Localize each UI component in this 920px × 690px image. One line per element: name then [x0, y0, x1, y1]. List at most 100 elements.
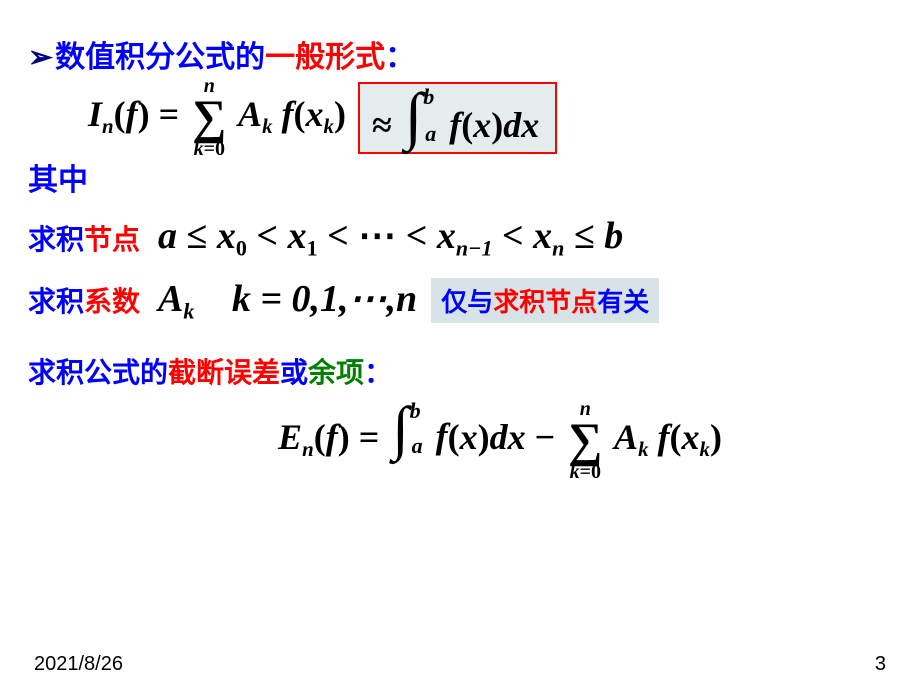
sym-close2: )	[334, 94, 346, 134]
sym-f2: f	[282, 94, 294, 134]
fe-open3: (	[670, 416, 682, 456]
err-colon: ：	[364, 358, 392, 389]
sym-x: x	[306, 94, 324, 134]
nm-s0: 0	[236, 236, 247, 261]
sym-open2: (	[294, 94, 306, 134]
fe-E: E	[278, 416, 302, 456]
footer-page: 3	[875, 653, 886, 676]
nodes-label: 求积节点	[28, 218, 140, 258]
sym-I: I	[88, 94, 102, 134]
fe-close2: )	[478, 416, 490, 456]
fe-sum-icon: ∑	[568, 419, 602, 462]
int-f: f	[449, 105, 461, 145]
sym-k2: k	[324, 114, 334, 138]
heading: ➢数值积分公式的一般形式：	[28, 32, 892, 76]
nm-x0: x	[217, 215, 236, 257]
badge-pre: 仅与	[441, 288, 493, 317]
int-upper: b	[423, 88, 434, 106]
int-sym: ∫	[405, 80, 423, 151]
fe-open2: (	[448, 416, 460, 456]
sym-close: )	[138, 94, 150, 134]
fe-close3: )	[710, 416, 722, 456]
nm-x1: x	[288, 215, 307, 257]
fe-sum-bot-k: k	[570, 461, 580, 483]
nm-b: b	[604, 215, 623, 257]
heading-part1: 数值积分公式的	[55, 41, 265, 74]
integral-expr: ≈ ∫ b a f(x)dx	[372, 90, 539, 146]
err-or: 或	[280, 358, 308, 389]
fe-sum-block: n ∑ k=0	[568, 399, 602, 482]
coeff-label-pre: 求积	[28, 287, 84, 318]
fe-int-sym: ∫	[392, 395, 408, 461]
fe-x2: x	[460, 416, 478, 456]
sum-bot-k: k	[194, 138, 204, 160]
slide-body: ➢数值积分公式的一般形式： In(f) = n ∑ k=0 Ak f(xk) ≈…	[0, 0, 920, 492]
fe-int-a: a	[412, 437, 423, 455]
formula-error: En(f) = ∫ b a f(x)dx − n ∑ k=0 Ak f(xk)	[108, 399, 892, 482]
fe-f1: f	[326, 416, 338, 456]
fe-int-b: b	[410, 402, 421, 420]
sym-k1: k	[262, 114, 272, 138]
int-close: )	[491, 105, 503, 145]
badge-post: 有关	[597, 288, 649, 317]
coeff-math: Ak k = 0,1,⋯,n	[158, 276, 417, 325]
error-expr: En(f) = ∫ b a f(x)dx − n ∑ k=0 Ak f(xk)	[278, 399, 722, 482]
sym-n: n	[102, 114, 114, 138]
coeff-label-red: 系数	[84, 287, 140, 318]
sum-bot-0: 0	[215, 138, 225, 160]
int-lower: a	[425, 125, 436, 143]
sym-A: A	[238, 94, 262, 134]
fe-f3: f	[658, 416, 670, 456]
nm-s1: 1	[307, 236, 318, 261]
fe-sum-bot-eq: =	[580, 461, 591, 483]
fe-A: A	[614, 416, 638, 456]
bullet-icon: ➢	[28, 41, 53, 74]
nodes-row: 求积节点 a ≤ x0 < x1 < ⋯ < xn−1 < xn ≤ b	[28, 213, 892, 262]
nm-sn: n	[552, 236, 564, 261]
fe-k2: k	[700, 437, 710, 461]
footer-date: 2021/8/26	[34, 653, 123, 676]
fe-x3: x	[682, 416, 700, 456]
fe-dx: dx	[490, 416, 526, 456]
fe-close1: )	[338, 416, 350, 456]
sym-open: (	[114, 94, 126, 134]
formula-lhs: In(f) = n ∑ k=0 Ak f(xk)	[88, 76, 346, 159]
nm-dots: ⋯	[358, 215, 396, 257]
approx-icon: ≈	[372, 105, 392, 145]
cm-krange: k = 0,1,⋯,n	[232, 278, 417, 320]
nm-xn: x	[533, 215, 552, 257]
int-dx: dx	[503, 105, 539, 145]
nm-a: a	[158, 215, 177, 257]
sum-icon: ∑	[192, 96, 226, 139]
nm-lt1: <	[247, 215, 288, 257]
fe-eq: =	[350, 416, 389, 456]
fe-f2: f	[436, 416, 448, 456]
fe-integral-icon: ∫ b a	[392, 404, 408, 452]
coeff-badge: 仅与求积节点有关	[431, 278, 659, 323]
badge-red: 求积节点	[493, 288, 597, 317]
fe-sum-bottom: k=0	[570, 462, 601, 482]
nm-le1: ≤	[177, 215, 217, 257]
nm-lt3: <	[396, 215, 437, 257]
fe-sum-bot-0: 0	[591, 461, 601, 483]
formula-definition: In(f) = n ∑ k=0 Ak f(xk) ≈ ∫ b a f(x)dx	[88, 76, 892, 159]
where-label: 其中	[28, 155, 892, 199]
integral-box: ≈ ∫ b a f(x)dx	[358, 82, 557, 154]
sum-bottom: k=0	[194, 139, 225, 159]
sym-eq: =	[150, 94, 189, 134]
nm-xn1: x	[437, 215, 456, 257]
err-mid: 截断误差	[168, 358, 280, 389]
nodes-math: a ≤ x0 < x1 < ⋯ < xn−1 < xn ≤ b	[158, 213, 623, 262]
fe-open1: (	[314, 416, 326, 456]
integral-icon: ∫ b a	[405, 90, 423, 141]
cm-A: A	[158, 278, 183, 320]
int-open: (	[461, 105, 473, 145]
int-x: x	[473, 105, 491, 145]
fe-n: n	[302, 437, 314, 461]
nm-le2: ≤	[564, 215, 604, 257]
sum-bot-eq: =	[204, 138, 215, 160]
error-label: 求积公式的截断误差或余项：	[28, 351, 892, 391]
fe-k1: k	[638, 437, 648, 461]
nm-lt4: <	[493, 215, 534, 257]
coeff-row: 求积系数 Ak k = 0,1,⋯,n 仅与求积节点有关	[28, 276, 892, 325]
